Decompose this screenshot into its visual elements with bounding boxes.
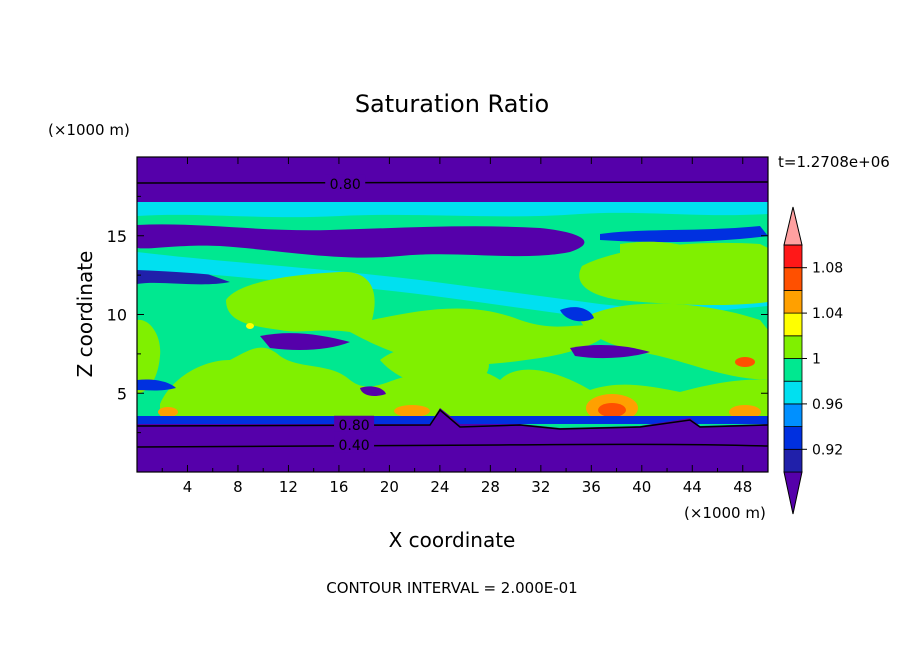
- colorbar-tick-label: 1.04: [812, 306, 843, 322]
- lower-dry-layer: [137, 408, 768, 472]
- x-tick-label: 44: [683, 478, 702, 496]
- x-axis-label: X coordinate: [389, 528, 516, 552]
- colorbar: 0.92 0.96 1 1.04 1.08: [783, 206, 843, 515]
- yellow-speck-1: [246, 323, 254, 329]
- plot-area: [137, 157, 768, 472]
- y-axis: 5 10 15: [107, 195, 768, 434]
- x-tick-label: 16: [329, 478, 348, 496]
- cyan-band-mid: [137, 252, 768, 318]
- y-tick-label: 10: [107, 306, 127, 325]
- x-unit-label: (×1000 m): [684, 504, 766, 522]
- warm-pocket-3: [729, 405, 761, 419]
- colorbar-box: [783, 312, 803, 337]
- upper-purple-band: [137, 224, 585, 258]
- x-tick-label: 28: [481, 478, 500, 496]
- purple-pocket-2: [570, 345, 650, 359]
- x-tick-label: 8: [233, 478, 243, 496]
- colorbar-box: [783, 448, 803, 473]
- contour-label-bg: [325, 174, 366, 191]
- y-tick-label: 5: [117, 384, 127, 403]
- time-label: t=1.2708e+06: [778, 153, 890, 171]
- contour-line-080-bottom: [137, 408, 768, 430]
- green-cloud-left: [137, 319, 161, 394]
- warm-pocket-2: [394, 405, 430, 417]
- x-axis: 4 8 12 16 20 24 28 32 36 40 44 48: [161, 157, 752, 496]
- x-tick-label: 32: [531, 478, 550, 496]
- x-tick-label: 36: [582, 478, 601, 496]
- colorbar-box: [783, 426, 803, 450]
- green-cloud-lower-2: [380, 344, 489, 389]
- x-tick-label: 48: [733, 478, 752, 496]
- contour-line-040: [137, 443, 768, 448]
- purple-pocket-3: [360, 386, 386, 396]
- colorbar-box: [783, 335, 803, 359]
- colorbar-box: [783, 380, 803, 405]
- colorbar-under-triangle: [783, 471, 803, 515]
- x-tick-label: 12: [279, 478, 298, 496]
- contour-label: 0.40: [338, 438, 369, 454]
- x-tick-label: 4: [183, 478, 193, 496]
- upper-blue-streak-2: [600, 226, 768, 243]
- green-cloud-center: [226, 271, 606, 365]
- colorbar-tick-label: 1: [812, 352, 821, 368]
- contour-label-bg: [334, 415, 375, 432]
- x-tick-label: 20: [380, 478, 399, 496]
- purple-pocket-1: [260, 333, 350, 350]
- colorbar-tick-label: 1.08: [812, 261, 843, 277]
- colorbar-over-triangle: [783, 206, 803, 246]
- green-cloud-right-lower: [580, 303, 768, 380]
- colorbar-box: [783, 244, 803, 269]
- warm-pocket-4: [158, 407, 178, 417]
- x-tick-label: 40: [632, 478, 651, 496]
- blue-pocket-1: [560, 307, 594, 322]
- upper-dry-layer: [137, 157, 768, 202]
- contour-interval-label: CONTOUR INTERVAL = 2.000E-01: [326, 579, 577, 597]
- contour-label-bg: [334, 436, 375, 453]
- chart-title: Saturation Ratio: [355, 90, 549, 118]
- colorbar-box: [783, 358, 803, 382]
- x-tick-label: 24: [430, 478, 449, 496]
- colorbar-box: [783, 267, 803, 291]
- green-cloud-top-right: [620, 241, 712, 269]
- colorbar-box: [783, 403, 803, 427]
- y-axis-label: Z coordinate: [73, 251, 97, 378]
- upper-cyan-band: [137, 202, 768, 218]
- warm-pocket-1-core: [598, 403, 626, 417]
- colorbar-tick-label: 0.92: [812, 442, 843, 458]
- colorbar-box: [783, 289, 803, 314]
- y-unit-label: (×1000 m): [48, 121, 130, 139]
- y-tick-label: 15: [107, 227, 127, 246]
- contour-label: 0.80: [338, 418, 369, 434]
- contour-labels: 0.80 0.80 0.40: [325, 174, 375, 454]
- contour-label: 0.80: [330, 177, 361, 193]
- colorbar-tick-label: 0.96: [812, 397, 843, 413]
- warm-pocket-5: [735, 357, 755, 367]
- blue-pocket-2: [137, 379, 176, 391]
